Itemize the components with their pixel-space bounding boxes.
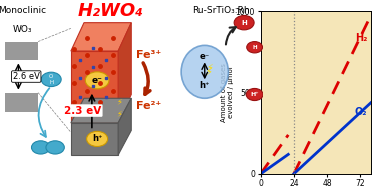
Polygon shape [118, 98, 131, 155]
Polygon shape [71, 98, 131, 123]
Text: h⁺: h⁺ [200, 81, 210, 90]
Circle shape [85, 72, 109, 89]
Y-axis label: Amount of gases
evolved / μmol: Amount of gases evolved / μmol [220, 63, 234, 122]
Circle shape [41, 72, 61, 87]
Text: Ru-SrTiO₃:Rh: Ru-SrTiO₃:Rh [192, 6, 249, 15]
Circle shape [247, 42, 262, 53]
Bar [5, 93, 38, 112]
Circle shape [32, 141, 50, 154]
Text: 2.3 eV: 2.3 eV [64, 106, 101, 115]
Bar [5, 42, 38, 60]
Text: Monoclinic: Monoclinic [0, 6, 46, 15]
Polygon shape [71, 23, 131, 51]
Text: H⁺: H⁺ [251, 92, 259, 97]
Text: e⁻: e⁻ [200, 52, 210, 61]
FancyBboxPatch shape [71, 123, 118, 155]
Text: ⚡: ⚡ [207, 63, 213, 73]
Text: e⁻: e⁻ [92, 76, 102, 85]
Text: H₂WO₄: H₂WO₄ [77, 2, 143, 20]
Text: h⁺: h⁺ [92, 134, 102, 143]
Text: H: H [241, 20, 247, 26]
Text: O₂: O₂ [355, 107, 367, 117]
Text: 2.6 eV: 2.6 eV [13, 72, 40, 81]
Text: H: H [252, 45, 257, 50]
Text: WO₃: WO₃ [13, 25, 32, 34]
Circle shape [46, 141, 64, 154]
Text: Fe²⁺: Fe²⁺ [136, 101, 161, 111]
Ellipse shape [181, 45, 228, 98]
Circle shape [234, 15, 254, 30]
Circle shape [246, 88, 263, 101]
Text: O
H: O H [49, 74, 53, 85]
FancyBboxPatch shape [71, 51, 118, 123]
Text: H₂: H₂ [355, 33, 367, 43]
Text: ⚡: ⚡ [117, 98, 122, 107]
Circle shape [87, 131, 108, 146]
Text: ⚡: ⚡ [205, 67, 212, 77]
Polygon shape [118, 23, 131, 123]
Text: Fe³⁺: Fe³⁺ [136, 50, 161, 60]
Text: ⚡: ⚡ [117, 109, 122, 118]
